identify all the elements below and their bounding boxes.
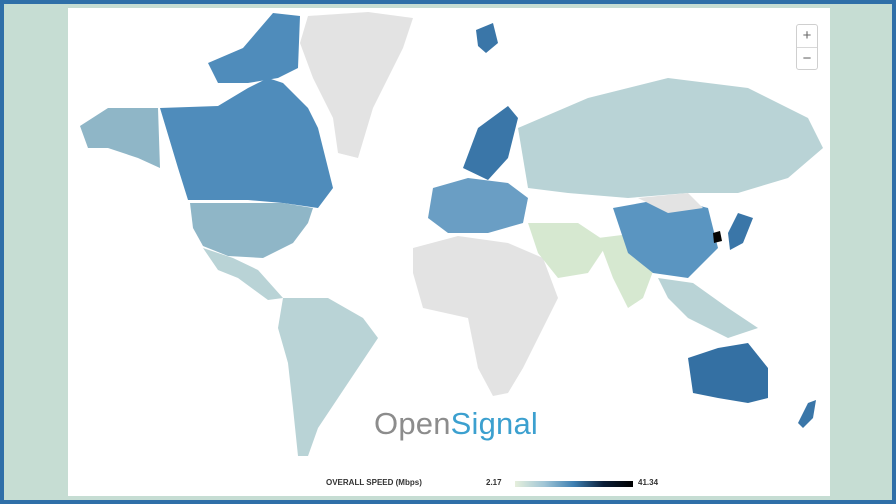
region-svalbard[interactable] [476,23,498,53]
zoom-in-button[interactable]: + [797,25,817,47]
region-mexico[interactable] [203,248,283,300]
zoom-out-button[interactable]: − [797,47,817,69]
region-europe[interactable] [428,178,528,233]
region-south-korea[interactable] [713,231,722,243]
region-middle-east[interactable] [528,223,608,278]
logo-part-open: Open [374,406,451,441]
region-greenland[interactable] [300,12,413,158]
region-canada[interactable] [160,78,333,208]
world-map[interactable]: + − OpenSignal OVERALL SPEED (Mbps) 2.17… [68,8,830,496]
region-usa[interactable] [190,203,313,258]
opensignal-logo: OpenSignal [374,406,538,442]
region-russia[interactable] [518,78,823,198]
slide-frame: + − OpenSignal OVERALL SPEED (Mbps) 2.17… [4,4,892,500]
region-new-zealand[interactable] [798,400,816,428]
legend-max: 41.34 [638,478,659,487]
region-africa[interactable] [413,236,558,396]
region-japan[interactable] [728,213,753,250]
legend-title: OVERALL SPEED (Mbps) [326,478,422,487]
zoom-control: + − [796,24,818,70]
region-china[interactable] [613,198,718,278]
legend-gradient-bar [515,481,633,487]
logo-part-signal: Signal [450,406,539,441]
region-southeast-asia[interactable] [658,278,758,338]
map-svg [80,12,823,456]
region-mongolia[interactable] [638,193,703,213]
legend-min: 2.17 [486,478,502,487]
region-scandinavia[interactable] [463,106,518,180]
region-south-america[interactable] [278,298,378,456]
region-alaska[interactable] [80,108,160,168]
region-arctic-islands[interactable] [208,13,300,83]
region-australia[interactable] [688,343,768,403]
